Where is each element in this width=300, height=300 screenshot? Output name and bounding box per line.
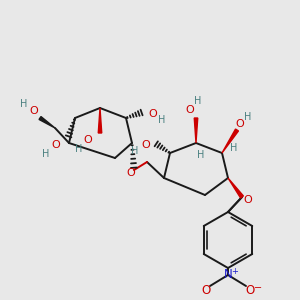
Polygon shape	[228, 178, 243, 198]
Text: H: H	[20, 99, 28, 109]
Text: O: O	[245, 284, 255, 298]
Text: O: O	[201, 284, 211, 298]
Text: O: O	[186, 105, 194, 115]
Text: O: O	[30, 106, 38, 116]
Text: N: N	[224, 268, 232, 281]
Text: H: H	[158, 115, 166, 125]
Polygon shape	[194, 118, 198, 143]
Polygon shape	[98, 108, 102, 133]
Text: O: O	[142, 140, 150, 150]
Text: H: H	[244, 112, 252, 122]
Text: H: H	[194, 96, 202, 106]
Text: O: O	[84, 135, 92, 145]
Text: H: H	[75, 144, 83, 154]
Text: +: +	[232, 266, 238, 275]
Text: O: O	[148, 109, 158, 119]
Text: H: H	[197, 150, 205, 160]
Text: O: O	[127, 168, 135, 178]
Text: H: H	[131, 146, 139, 156]
Text: H: H	[42, 149, 50, 159]
Text: H: H	[230, 143, 238, 153]
Text: O: O	[52, 140, 60, 150]
Polygon shape	[222, 129, 238, 153]
Text: −: −	[254, 283, 262, 293]
Text: O: O	[236, 119, 244, 129]
Text: O: O	[244, 195, 252, 205]
Polygon shape	[39, 116, 55, 128]
